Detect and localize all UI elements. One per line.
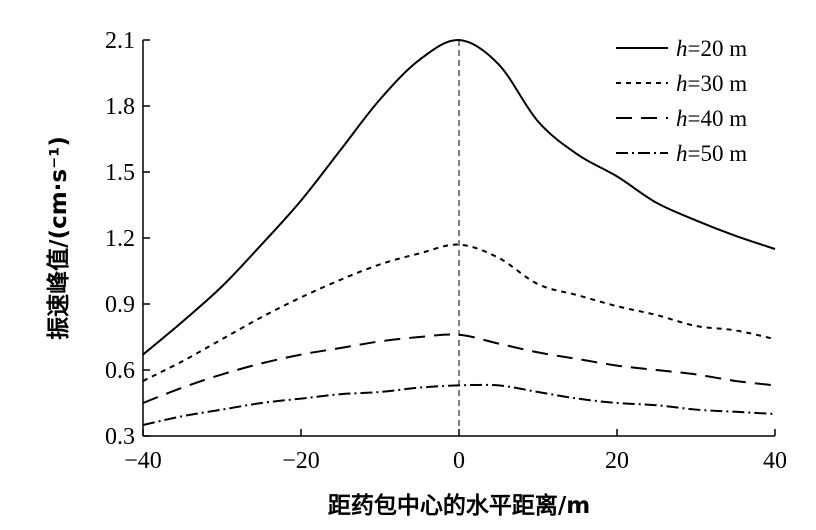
series-line-3 (142, 333, 776, 404)
y-tick-label: 0.6 (105, 358, 135, 384)
x-axis-label: 距药包中心的水平距离/m (328, 492, 590, 519)
legend-label: h=30 m (676, 71, 747, 96)
plot-area (142, 38, 776, 436)
series-line-1 (142, 38, 776, 356)
x-tick-label: 0 (453, 448, 465, 474)
chart-axes: 0.3 0.6 0.9 1.2 1.5 1.8 2.1 −40 −20 0 20 40 (105, 28, 787, 474)
x-tick-label: −20 (282, 448, 320, 474)
y-tick-label: 0.3 (105, 424, 135, 450)
y-tick-label: 2.1 (105, 28, 135, 54)
x-tick-label: 40 (763, 448, 787, 474)
legend-label: h=50 m (676, 141, 747, 166)
y-tick-label: 1.8 (105, 94, 135, 120)
x-tick-label: −40 (124, 448, 162, 474)
series-line-4 (142, 383, 776, 426)
legend: h=20 m h=30 m h=40 m h=50 m (616, 36, 747, 166)
y-tick-label: 0.9 (105, 292, 135, 318)
y-tick-label: 1.2 (105, 226, 135, 252)
legend-label: h=40 m (676, 106, 747, 131)
legend-label: h=20 m (676, 36, 747, 61)
y-axis-label: 振速峰值/(cm·s⁻¹) (45, 136, 72, 340)
series-line-2 (142, 243, 776, 382)
y-tick-label: 1.5 (105, 160, 135, 186)
x-tick-label: 20 (605, 448, 629, 474)
